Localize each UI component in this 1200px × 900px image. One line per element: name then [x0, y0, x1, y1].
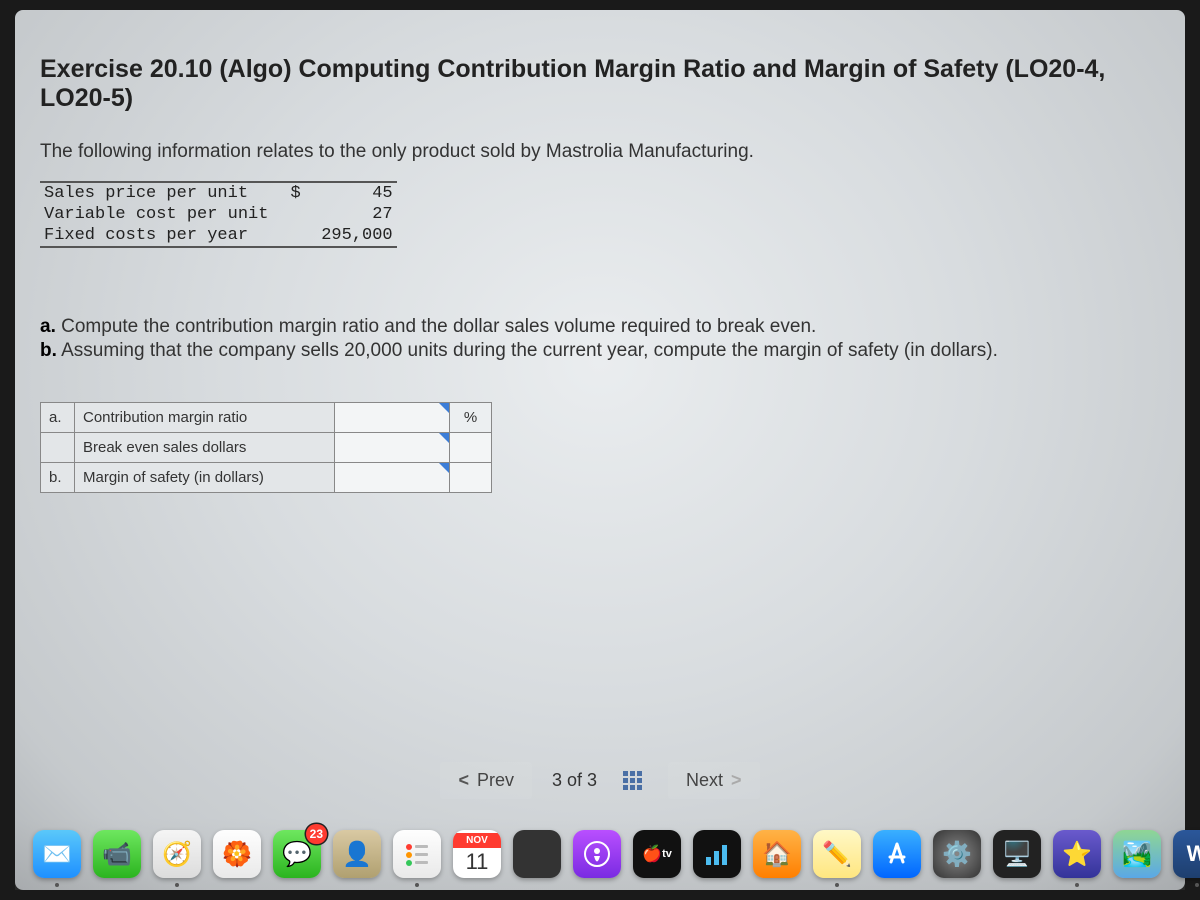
answer-letter: a.	[41, 403, 75, 433]
part-a-text: Compute the contribution margin ratio an…	[61, 316, 816, 337]
answer-desc: Margin of safety (in dollars)	[75, 463, 335, 493]
given-currency: $	[272, 182, 306, 204]
chart-icon	[702, 839, 732, 869]
answer-input-breakeven[interactable]	[335, 433, 450, 463]
calendar-month: NOV	[453, 833, 501, 848]
given-data-table: Sales price per unit $ 45 Variable cost …	[40, 181, 397, 248]
list-icon	[404, 841, 430, 867]
facetime-icon[interactable]: 📹	[93, 830, 141, 878]
given-label: Sales price per unit	[40, 182, 272, 204]
settings-icon[interactable]: ⚙️	[933, 830, 981, 878]
prev-button[interactable]: < Prev	[440, 762, 532, 799]
answer-letter	[41, 433, 75, 463]
contacts-icon[interactable]: 👤	[333, 830, 381, 878]
answer-table: a. Contribution margin ratio % Break eve…	[40, 402, 492, 493]
chevron-left-icon: <	[458, 770, 469, 791]
table-row: Variable cost per unit 27	[40, 204, 397, 225]
exercise-title: Exercise 20.10 (Algo) Computing Contribu…	[40, 55, 1160, 113]
blank-app-icon[interactable]	[513, 830, 561, 878]
calendar-day: 11	[466, 848, 489, 876]
answer-unit	[450, 433, 492, 463]
word-icon[interactable]: W 1	[1173, 830, 1200, 878]
grid-icon[interactable]	[623, 771, 642, 790]
macos-dock: ✉️ 📹 🧭 🏵️ 💬 23 👤 NOV 11 🍎tv 🏠 ✏️	[15, 818, 1185, 890]
next-button[interactable]: Next >	[668, 762, 760, 799]
answer-unit	[450, 463, 492, 493]
given-label: Variable cost per unit	[40, 204, 272, 225]
table-row: Break even sales dollars	[41, 433, 492, 463]
part-a-label: a.	[40, 316, 56, 337]
cell-marker-icon	[439, 463, 449, 473]
podcasts-icon[interactable]	[573, 830, 621, 878]
given-value: 45	[307, 182, 397, 204]
cell-marker-icon	[439, 433, 449, 443]
stocks-icon[interactable]	[693, 830, 741, 878]
answer-desc: Break even sales dollars	[75, 433, 335, 463]
part-a: a. Compute the contribution margin ratio…	[40, 316, 1160, 338]
landscape-app-icon[interactable]: 🏞️	[1113, 830, 1161, 878]
part-b-label: b.	[40, 340, 57, 361]
exercise-content: Exercise 20.10 (Algo) Computing Contribu…	[15, 10, 1185, 493]
photos-icon[interactable]: 🏵️	[213, 830, 261, 878]
chevron-right-icon: >	[731, 770, 742, 791]
given-value: 27	[307, 204, 397, 225]
tv-label: tv	[662, 848, 672, 860]
answer-desc: Contribution margin ratio	[75, 403, 335, 433]
appstore-icon[interactable]	[873, 830, 921, 878]
table-row: a. Contribution margin ratio %	[41, 403, 492, 433]
safari-icon[interactable]: 🧭	[153, 830, 201, 878]
given-label: Fixed costs per year	[40, 225, 272, 247]
answer-input-cmr[interactable]	[335, 403, 450, 433]
a-glyph-icon	[883, 840, 911, 868]
table-row: Fixed costs per year 295,000	[40, 225, 397, 247]
prev-label: Prev	[477, 770, 514, 791]
question-parts: a. Compute the contribution margin ratio…	[40, 316, 1160, 362]
display-icon[interactable]: 🖥️	[993, 830, 1041, 878]
mail-icon[interactable]: ✉️	[33, 830, 81, 878]
intro-text: The following information relates to the…	[40, 141, 1160, 163]
notes-icon[interactable]: ✏️	[813, 830, 861, 878]
table-row: Sales price per unit $ 45	[40, 182, 397, 204]
reminders-icon[interactable]	[393, 830, 441, 878]
given-currency	[272, 225, 306, 247]
part-b-text: Assuming that the company sells 20,000 u…	[61, 340, 998, 361]
answer-unit: %	[450, 403, 492, 433]
messages-icon[interactable]: 💬 23	[273, 830, 321, 878]
podcast-glyph-icon	[582, 839, 612, 869]
next-label: Next	[686, 770, 723, 791]
word-label: W	[1187, 841, 1200, 867]
given-value: 295,000	[307, 225, 397, 247]
home-icon[interactable]: 🏠	[753, 830, 801, 878]
given-currency	[272, 204, 306, 225]
cell-marker-icon	[439, 403, 449, 413]
table-row: b. Margin of safety (in dollars)	[41, 463, 492, 493]
tv-icon[interactable]: 🍎tv	[633, 830, 681, 878]
star-app-icon[interactable]: ⭐	[1053, 830, 1101, 878]
screen-area: Exercise 20.10 (Algo) Computing Contribu…	[15, 10, 1185, 890]
pagination-bar: < Prev 3 of 3 Next >	[15, 755, 1185, 805]
page-count: 3 of 3	[552, 770, 597, 791]
answer-input-margin[interactable]	[335, 463, 450, 493]
part-b: b. Assuming that the company sells 20,00…	[40, 340, 1160, 362]
calendar-icon[interactable]: NOV 11	[453, 830, 501, 878]
answer-letter: b.	[41, 463, 75, 493]
messages-badge: 23	[306, 824, 327, 844]
